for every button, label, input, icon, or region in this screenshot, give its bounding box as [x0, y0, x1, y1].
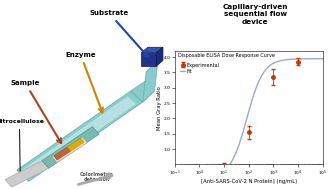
Polygon shape: [141, 53, 156, 66]
Polygon shape: [22, 96, 136, 178]
Polygon shape: [54, 147, 71, 160]
Polygon shape: [141, 47, 163, 53]
Polygon shape: [67, 138, 84, 151]
Fit: [221, 170, 225, 173]
Fit: [173, 177, 177, 179]
Y-axis label: Mean Gray Ratio: Mean Gray Ratio: [157, 86, 162, 130]
Polygon shape: [131, 79, 155, 102]
Text: Capillary-driven
sequential flow
device: Capillary-driven sequential flow device: [223, 4, 288, 25]
Polygon shape: [42, 127, 99, 168]
Text: Enzyme: Enzyme: [65, 52, 103, 112]
Fit: [321, 58, 325, 60]
Polygon shape: [52, 137, 87, 163]
Fit: [231, 157, 235, 160]
X-axis label: [Anti-SARS-CoV-2 N Protein] (ng/mL): [Anti-SARS-CoV-2 N Protein] (ng/mL): [201, 179, 297, 184]
Text: Nitrocellulose: Nitrocellulose: [0, 119, 44, 171]
Fit: [191, 176, 195, 179]
Polygon shape: [17, 91, 143, 181]
Text: Disposable ELISA Dose Response Curve: Disposable ELISA Dose Response Curve: [178, 53, 275, 58]
Polygon shape: [156, 47, 163, 66]
Polygon shape: [5, 161, 49, 187]
Fit: [266, 66, 270, 69]
Polygon shape: [143, 60, 158, 102]
Text: Sample: Sample: [10, 80, 61, 143]
Text: Colorimetric
detection: Colorimetric detection: [80, 172, 114, 182]
Text: Substrate: Substrate: [90, 10, 148, 57]
Line: Fit: Fit: [175, 59, 323, 178]
Fit: [280, 59, 284, 62]
Fit: [280, 59, 284, 61]
Legend: Experimental, Fit: Experimental, Fit: [180, 63, 219, 74]
